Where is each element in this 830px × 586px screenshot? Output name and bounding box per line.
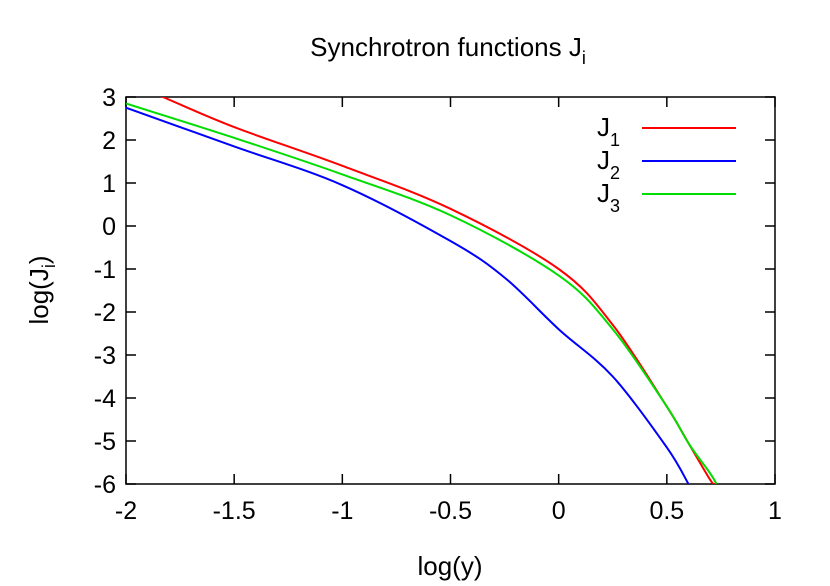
- x-tick-label: 0: [552, 497, 566, 525]
- y-axis-label-main: log(J: [24, 268, 54, 324]
- y-tick-label: -6: [94, 471, 116, 499]
- series-lines: [126, 97, 718, 484]
- y-axis-label-close: ): [24, 255, 54, 264]
- x-tick-label: -1: [331, 497, 353, 525]
- y-tick-label: 2: [102, 127, 116, 155]
- x-tick-label: 0.5: [649, 497, 684, 525]
- series-line-j1: [160, 97, 716, 484]
- y-tick-label: -3: [94, 342, 116, 370]
- x-tick-label: -2: [115, 497, 137, 525]
- x-tick-label: 1: [768, 497, 782, 525]
- chart-title-subscript: i: [582, 48, 586, 68]
- tick-marks: [125, 96, 776, 485]
- y-axis-label-subscript: i: [39, 264, 59, 268]
- y-tick-label: -5: [94, 428, 116, 456]
- series-line-j3: [126, 102, 718, 484]
- y-tick-label: -4: [94, 385, 116, 413]
- legend-label-j1: J1: [597, 112, 620, 150]
- legend-label-j2: J2: [597, 145, 620, 183]
- chart-title: Synchrotron functions Ji: [310, 32, 586, 68]
- y-tick-label: 0: [102, 213, 116, 241]
- chart-title-main: Synchrotron functions J: [310, 32, 582, 62]
- y-tick-label: -1: [94, 256, 116, 284]
- series-line-j2: [126, 106, 690, 484]
- y-tick-label: 1: [102, 170, 116, 198]
- x-tick-label: -1.5: [213, 497, 256, 525]
- x-tick-label: -0.5: [429, 497, 472, 525]
- legend-label-j3: J3: [597, 178, 620, 216]
- y-tick-labels: 3 2 1 0 -1 -2 -3 -4 -5 -6: [94, 84, 116, 499]
- y-tick-label: -2: [94, 299, 116, 327]
- y-axis-label: log(Ji): [24, 255, 59, 324]
- y-tick-label: 3: [102, 84, 116, 112]
- x-axis-label: log(y): [417, 551, 482, 581]
- x-tick-labels: -2 -1.5 -1 -0.5 0 0.5 1: [115, 497, 782, 525]
